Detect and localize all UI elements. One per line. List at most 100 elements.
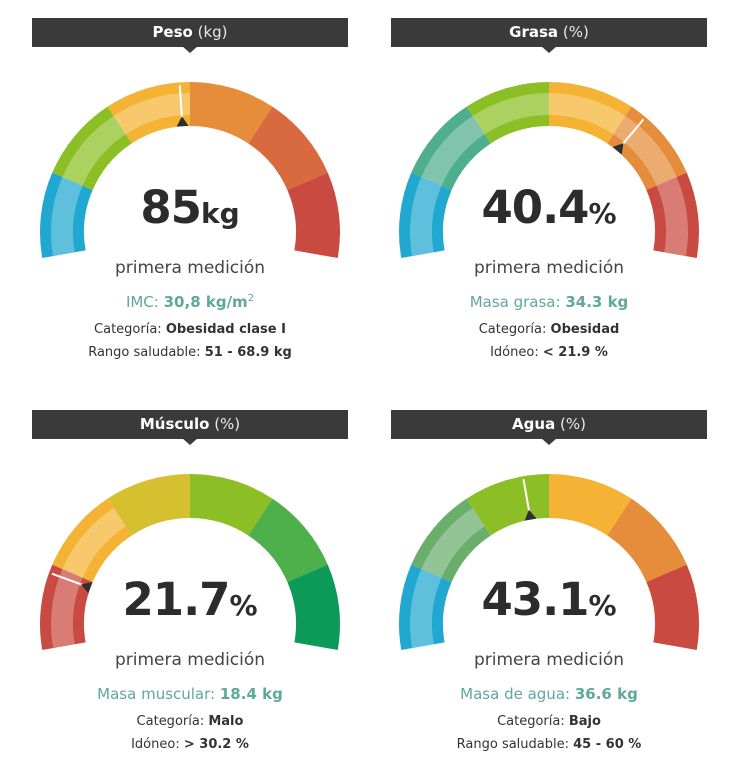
category-value: Bajo (568, 714, 601, 729)
musculo-card: Músculo (%) 21.7% primera medición Masa … (32, 410, 348, 780)
ideal-line: Idóneo: > 30.2 % (32, 737, 348, 752)
metric-label: Masa de agua: (460, 685, 571, 703)
gauge-segment (40, 172, 93, 259)
gauge-segment (399, 564, 452, 651)
gauge-segment (646, 172, 699, 259)
range-value: 51 - 68.9 kg (204, 345, 292, 360)
value-number: 40.4 (481, 181, 589, 234)
metric-line: Masa de agua: 36.6 kg (391, 685, 707, 703)
gauge-segment (646, 564, 699, 651)
gauge-segment-highlight (113, 93, 190, 135)
category-line: Categoría: Obesidad (391, 322, 707, 337)
gauge-segment (287, 564, 340, 651)
range-value: 45 - 60 % (573, 737, 642, 752)
gauge (40, 82, 340, 259)
gauge-value: 43.1% (391, 573, 707, 626)
card-header: Peso (kg) (32, 18, 348, 47)
peso-card: Peso (kg) 85kg primera medición IMC: 30,… (32, 18, 348, 388)
gauge-segment (466, 474, 549, 536)
category-value: Obesidad clase I (165, 322, 286, 337)
metric-value: 34.3 kg (565, 293, 629, 311)
range-line: Rango saludable: 51 - 68.9 kg (32, 345, 348, 360)
header-pointer-icon (182, 46, 198, 53)
card-unit: (%) (562, 23, 589, 41)
gauge-value: 85kg (32, 181, 348, 234)
gauge-segment (52, 106, 132, 191)
range-label: Rango saludable: (88, 345, 201, 360)
metric-line: IMC: 30,8 kg/m2 (32, 293, 348, 311)
value-number: 21.7 (122, 573, 230, 626)
gauge-segment (107, 474, 190, 536)
ideal-value: < 21.9 % (542, 345, 608, 360)
gauge-needle (178, 85, 184, 121)
category-value: Malo (208, 714, 244, 729)
metric-sup: 2 (247, 293, 255, 304)
gauge-segment-highlight (472, 93, 549, 135)
gauge-segment (607, 106, 687, 191)
metric-label: Masa grasa: (469, 293, 561, 311)
gauge-segment-highlight (410, 176, 442, 257)
gauge-segment-highlight (549, 93, 626, 135)
gauge-needle (51, 572, 86, 587)
card-unit: (%) (214, 415, 241, 433)
gauge-needle (522, 479, 531, 514)
value-unit: % (229, 589, 258, 622)
category-label: Categoría: (94, 322, 162, 337)
gauge-segment (411, 498, 491, 583)
ideal-label: Idóneo: (490, 345, 539, 360)
metric-value: 30,8 kg/m (163, 293, 248, 311)
measurement-caption: primera medición (473, 258, 625, 278)
card-header: Músculo (%) (32, 410, 348, 439)
gauge-segment-highlight (421, 507, 485, 578)
value-unit: % (588, 197, 617, 230)
gauge-segment (40, 564, 93, 651)
gauge-segment (549, 474, 632, 536)
metric-value: 18.4 kg (219, 685, 283, 703)
gauge-segment (52, 498, 132, 583)
gauge (399, 82, 699, 259)
card-title: Músculo (139, 415, 210, 433)
category-label: Categoría: (136, 714, 205, 729)
gauge-segment-highlight (62, 115, 126, 186)
gauge-pointer-icon (176, 116, 189, 127)
gauge-segment-highlight (656, 176, 688, 257)
header-pointer-icon (182, 438, 198, 445)
gauge-segment (466, 82, 549, 144)
header-pointer-icon (541, 46, 557, 53)
measurement-caption: primera medición (114, 650, 266, 670)
value-unit: kg (200, 197, 240, 230)
category-line: Categoría: Bajo (391, 714, 707, 729)
range-line: Rango saludable: 45 - 60 % (391, 737, 707, 752)
gauge-needle (620, 118, 645, 147)
gauge-segment-highlight (410, 568, 442, 649)
range-label: Rango saludable: (456, 737, 569, 752)
gauge-segment (399, 172, 452, 259)
gauge-segment (248, 498, 328, 583)
gauge-segment-highlight (62, 507, 126, 578)
gauge-segment (107, 82, 190, 144)
card-unit: (%) (559, 415, 586, 433)
value-number: 43.1 (481, 573, 589, 626)
metric-line: Masa muscular: 18.4 kg (32, 685, 348, 703)
gauge-pointer-icon (612, 143, 624, 155)
gauge-pointer-icon (80, 582, 93, 594)
measurement-caption: primera medición (114, 258, 266, 278)
gauge-pointer-icon (524, 509, 537, 521)
category-value: Obesidad (550, 322, 620, 337)
category-label: Categoría: (478, 322, 547, 337)
card-header: Agua (%) (391, 410, 707, 439)
metric-label: IMC: (125, 293, 159, 311)
gauge-segment (287, 172, 340, 259)
gauge-value: 40.4% (391, 181, 707, 234)
metric-label: Masa muscular: (97, 685, 216, 703)
card-header: Grasa (%) (391, 18, 707, 47)
category-line: Categoría: Malo (32, 714, 348, 729)
ideal-line: Idóneo: < 21.9 % (391, 345, 707, 360)
card-title: Grasa (509, 23, 559, 41)
category-line: Categoría: Obesidad clase I (32, 322, 348, 337)
header-pointer-icon (541, 438, 557, 445)
measurement-caption: primera medición (473, 650, 625, 670)
gauge-segment-highlight (421, 115, 485, 186)
gauge-segment (607, 498, 687, 583)
gauge-segment-highlight (613, 115, 677, 186)
